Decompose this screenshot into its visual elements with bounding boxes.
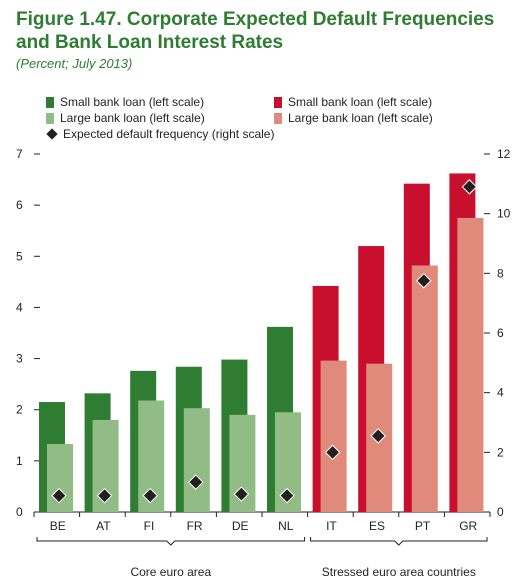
left-tick-label: 1 [16, 454, 23, 468]
edf-point-gr [461, 179, 478, 195]
x-tick-label: FR [187, 519, 203, 533]
edf-point-es [370, 428, 386, 444]
bar-large-gr [457, 217, 484, 512]
x-tick-label: BE [50, 519, 66, 533]
x-tick-label: FI [144, 519, 155, 533]
group-brace [36, 537, 306, 546]
left-tick-label: 2 [16, 403, 23, 417]
x-tick-label: DE [232, 519, 249, 533]
edf-point-fi [142, 487, 158, 504]
legend-item-large-core: Large bank loan (left scale) [46, 110, 274, 126]
right-tick-label: 2 [497, 445, 504, 459]
edf-point-at [96, 487, 113, 504]
legend-item-small-core: Small bank loan (left scale) [46, 94, 274, 110]
left-tick-label: 7 [16, 147, 23, 161]
bar-large-fr [183, 408, 210, 512]
legend-swatch-large-core [46, 112, 54, 124]
legend-swatch-small-core [46, 96, 54, 108]
chart-title: Figure 1.47. Corporate Expected Default … [16, 9, 495, 53]
x-tick-label: AT [96, 519, 111, 533]
left-tick-label: 5 [16, 249, 23, 263]
group-brace [310, 537, 488, 546]
bar-large-it [320, 360, 347, 512]
x-tick-label: NL [278, 519, 294, 533]
left-tick-label: 0 [16, 505, 23, 519]
edf-point-fr [188, 474, 204, 490]
edf-point-pt [416, 273, 432, 289]
legend-label: Small bank loan (left scale) [288, 95, 433, 109]
legend-item-large-stressed: Large bank loan (left scale) [274, 110, 433, 126]
right-tick-label: 4 [497, 386, 504, 400]
right-tick-label: 0 [497, 505, 504, 519]
right-tick-label: 12 [497, 147, 511, 161]
x-tick-label: GR [459, 519, 477, 533]
edf-point-it [324, 444, 341, 461]
legend-label: Large bank loan (left scale) [60, 111, 205, 125]
right-tick-label: 8 [497, 266, 504, 280]
legend-right: Small bank loan (left scale) Large bank … [274, 94, 433, 126]
edf-point-de [233, 486, 250, 502]
bar-large-pt [411, 265, 438, 512]
left-tick-label: 3 [16, 352, 23, 366]
legend-swatch-small-stressed [274, 96, 282, 108]
x-tick-label: PT [415, 519, 431, 533]
left-tick-label: 4 [16, 300, 23, 314]
group-label: Core euro area [130, 565, 211, 579]
edf-point-nl [279, 487, 295, 504]
chart-subtitle: (Percent; July 2013) [16, 56, 133, 71]
left-tick-label: 6 [16, 198, 23, 212]
x-tick-label: IT [326, 519, 337, 533]
legend-item-small-stressed: Small bank loan (left scale) [274, 94, 433, 110]
group-label: Stressed euro area countries [322, 565, 476, 579]
legend-label: Expected default frequency (right scale) [63, 127, 275, 141]
legend-label: Small bank loan (left scale) [60, 95, 205, 109]
legend-item-edf: Expected default frequency (right scale) [46, 126, 274, 142]
legend-left: Small bank loan (left scale) Large bank … [46, 94, 274, 142]
right-tick-label: 10 [497, 207, 511, 221]
legend-label: Large bank loan (left scale) [288, 111, 433, 125]
right-tick-label: 6 [497, 326, 504, 340]
legend-swatch-large-stressed [274, 112, 282, 124]
x-tick-label: ES [369, 519, 385, 533]
edf-point-be [51, 487, 67, 504]
